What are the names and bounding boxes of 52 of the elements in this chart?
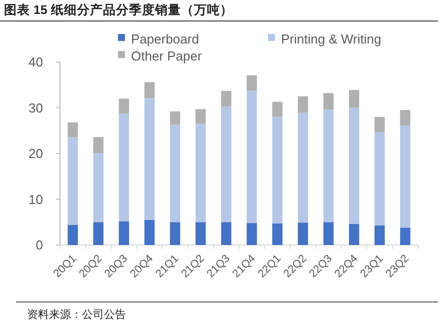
legend-label: Paperboard — [131, 32, 199, 47]
bar — [118, 221, 130, 245]
bar — [144, 220, 155, 245]
bar — [93, 222, 104, 245]
bar — [374, 225, 385, 245]
legend-label: Printing & Writing — [281, 32, 382, 47]
bar — [272, 223, 282, 245]
bar — [196, 109, 206, 124]
bar — [298, 96, 308, 113]
bar — [221, 222, 232, 245]
y-tick-label: 40 — [28, 54, 43, 70]
bar — [246, 90, 257, 224]
y-tick-label: 0 — [36, 238, 43, 253]
bar — [144, 82, 155, 98]
bar — [374, 116, 385, 132]
bar — [246, 75, 257, 91]
bar — [144, 98, 155, 220]
bar — [323, 222, 334, 245]
y-tick-label: 30 — [28, 100, 43, 116]
bar — [196, 124, 206, 222]
bar — [400, 110, 410, 126]
bar — [348, 108, 360, 224]
bar — [298, 222, 308, 245]
bar — [246, 223, 257, 245]
bar — [323, 93, 334, 110]
bar — [170, 111, 180, 125]
bar — [221, 90, 232, 106]
bar — [272, 102, 282, 117]
bar — [93, 153, 104, 222]
bar — [170, 124, 180, 222]
bar — [323, 110, 334, 222]
bar — [196, 222, 206, 245]
bar — [374, 132, 385, 226]
y-tick-label: 10 — [28, 192, 43, 207]
bar — [170, 222, 180, 245]
bar — [221, 106, 232, 222]
bar — [118, 98, 130, 114]
text: 资料来源：公司公告 — [27, 308, 126, 321]
bar — [93, 137, 104, 154]
y-tick-label: 20 — [28, 146, 43, 162]
bar — [68, 224, 78, 245]
bar — [400, 126, 410, 228]
bar — [400, 228, 410, 245]
chart-title: 图表 15 纸细分产品分季度销量（万吨） — [4, 2, 233, 17]
bar — [68, 122, 78, 138]
bar — [68, 137, 78, 225]
bar — [348, 90, 360, 108]
bar — [272, 116, 282, 224]
bar — [298, 112, 308, 223]
legend-label: Other Paper — [131, 48, 202, 64]
bar — [348, 224, 360, 245]
bar — [118, 114, 130, 222]
